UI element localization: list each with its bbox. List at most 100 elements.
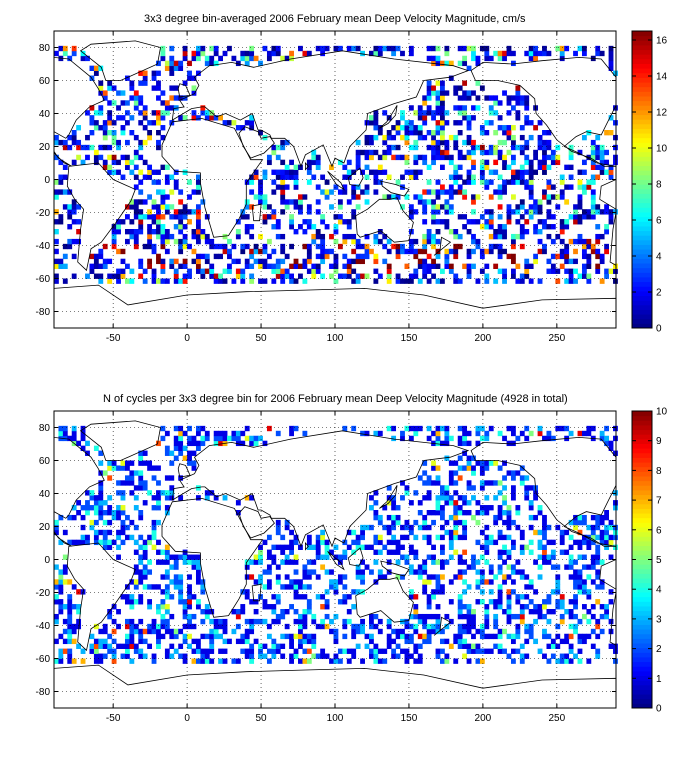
bin-cell — [599, 519, 605, 526]
colorbar-swatch — [632, 411, 652, 417]
bin-cell — [275, 45, 281, 52]
bin-cell — [413, 569, 419, 575]
bin-cell — [497, 253, 503, 260]
bin-cell — [138, 633, 144, 640]
bin-cell — [271, 268, 277, 274]
bin-cell — [54, 599, 59, 605]
bin-cell — [151, 75, 157, 81]
bin-cell — [178, 653, 184, 659]
bin-cell — [488, 144, 494, 151]
bin-cell — [550, 549, 556, 555]
bin-cell — [613, 505, 618, 511]
bin-cell — [129, 229, 135, 235]
bin-cell — [58, 425, 64, 432]
bin-cell — [457, 435, 463, 442]
bin-cell — [284, 268, 290, 274]
bin-cell — [426, 510, 432, 516]
bin-cell — [546, 130, 552, 136]
bin-cell — [497, 125, 503, 131]
bin-cell — [218, 278, 223, 284]
bin-cell — [284, 519, 290, 526]
bin-cell — [533, 125, 539, 131]
bin-cell — [568, 174, 574, 180]
bin-cell — [240, 440, 246, 447]
bin-cell — [404, 618, 410, 625]
bin-cell — [58, 574, 64, 580]
bin-cell — [466, 273, 472, 279]
bin-cell — [484, 495, 490, 501]
bin-cell — [506, 164, 512, 170]
bin-cell — [275, 273, 281, 279]
bin-cell — [537, 604, 543, 610]
bin-cell — [413, 248, 419, 255]
bin-cell — [462, 189, 468, 195]
bin-cell — [98, 510, 104, 516]
bin-cell — [302, 219, 308, 225]
bin-cell — [178, 584, 184, 590]
bin-cell — [93, 623, 99, 630]
bin-cell — [329, 273, 334, 279]
bin-cell — [377, 154, 383, 161]
bin-cell — [178, 445, 184, 451]
bin-cell — [120, 643, 126, 649]
bin-cell — [195, 440, 201, 447]
bin-cell — [386, 144, 392, 151]
bin-cell — [98, 144, 104, 151]
bin-cell — [542, 189, 547, 195]
bin-cell — [142, 628, 148, 635]
bin-cell — [502, 500, 507, 506]
bin-cell — [466, 219, 472, 225]
bin-cell — [466, 229, 472, 235]
bin-cell — [506, 574, 512, 580]
bin-cell — [422, 534, 428, 541]
bin-cell — [249, 628, 255, 635]
bin-cell — [280, 169, 286, 175]
bin-cell — [435, 613, 441, 620]
bin-cell — [200, 653, 206, 659]
bin-cell — [147, 194, 153, 200]
bin-cell — [275, 263, 281, 269]
bin-cell — [187, 273, 192, 279]
y-tick-label: 40 — [39, 109, 51, 120]
bin-cell — [528, 184, 534, 190]
bin-cell — [147, 224, 153, 230]
bin-cell — [524, 268, 530, 274]
bin-cell — [195, 258, 201, 265]
bin-cell — [506, 440, 512, 447]
bin-cell — [311, 633, 317, 640]
bin-cell — [156, 604, 161, 610]
bin-cell — [546, 539, 552, 546]
bin-cell — [302, 633, 308, 640]
bin-cell — [475, 643, 481, 649]
bin-cell — [173, 633, 179, 640]
bin-cell — [595, 544, 601, 550]
bin-cell — [528, 549, 534, 555]
bin-cell — [413, 594, 419, 600]
bin-cell — [111, 130, 117, 136]
bin-cell — [435, 604, 441, 610]
bin-cell — [506, 95, 512, 101]
bin-cell — [604, 169, 610, 175]
bin-cell — [471, 45, 476, 52]
bin-cell — [448, 495, 454, 501]
bin-cell — [195, 599, 201, 605]
bin-cell — [102, 470, 108, 476]
bin-cell — [493, 243, 499, 250]
bin-cell — [191, 594, 197, 600]
bin-cell — [85, 500, 90, 506]
bin-cell — [457, 184, 463, 190]
bin-cell — [67, 238, 73, 245]
bin-cell — [537, 229, 543, 235]
bin-cell — [577, 194, 583, 200]
colorbar-swatch — [632, 225, 652, 232]
bin-cell — [502, 55, 507, 62]
bin-cell — [453, 105, 459, 111]
bin-cell — [502, 164, 507, 170]
bin-cell — [502, 179, 507, 185]
bin-cell — [133, 90, 139, 96]
bin-cell — [515, 85, 521, 91]
bin-cell — [475, 80, 481, 86]
bin-cell — [435, 510, 441, 516]
bin-cell — [204, 430, 210, 437]
bin-cell — [404, 653, 410, 659]
